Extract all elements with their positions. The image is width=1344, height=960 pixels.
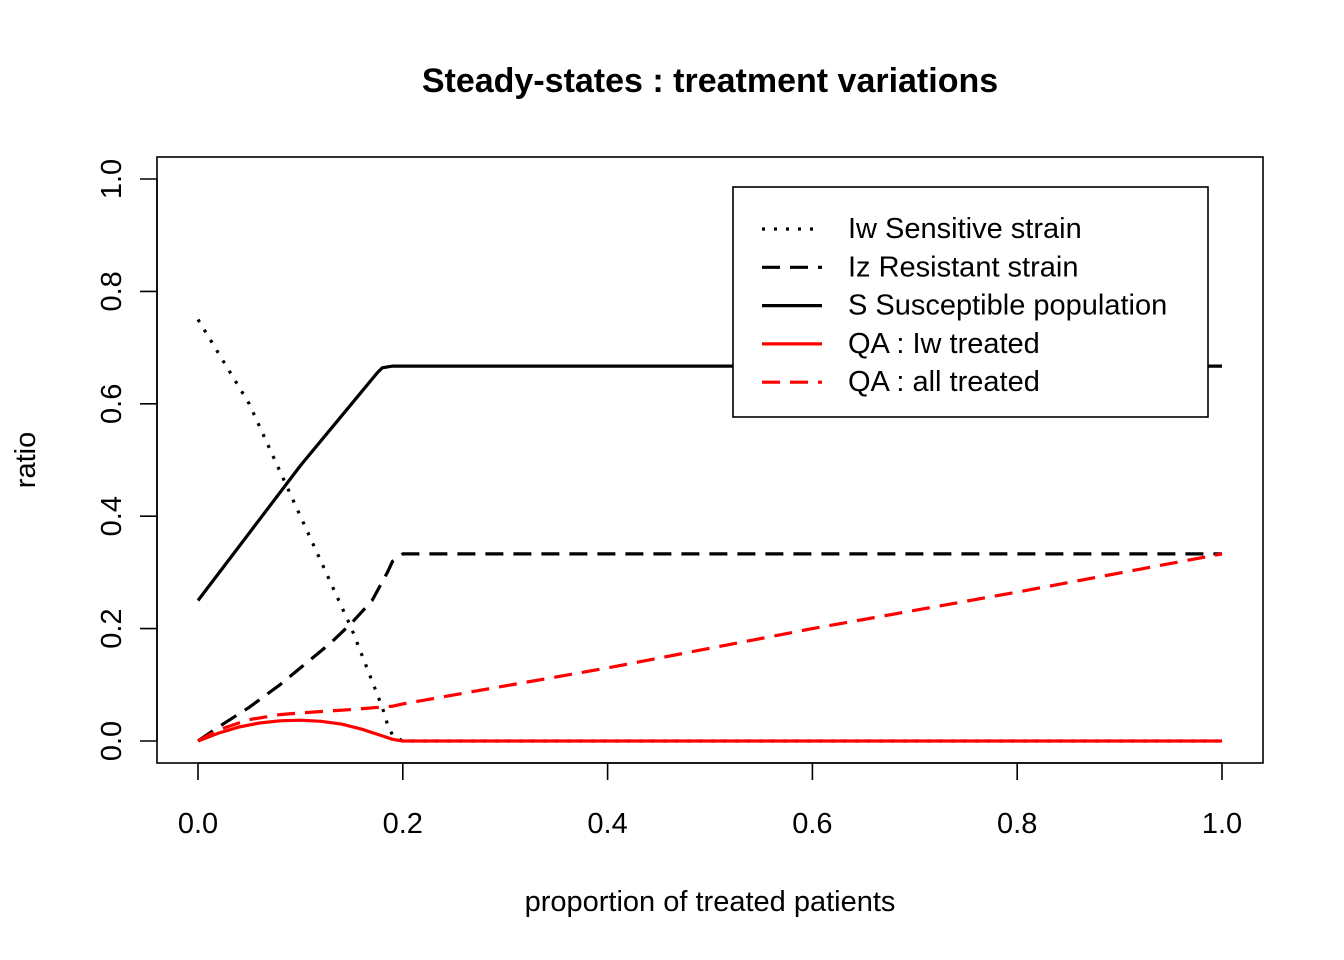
series-layer xyxy=(196,318,1223,743)
chart-title: Steady-states : treatment variations xyxy=(422,62,998,100)
x-tick-label: 0.0 xyxy=(178,808,218,840)
x-axis-title: proportion of treated patients xyxy=(525,886,896,918)
series-line-3 xyxy=(196,364,1222,602)
series-line-5 xyxy=(197,552,1223,743)
x-tick-label: 0.4 xyxy=(587,808,627,840)
y-tick-label: 0.4 xyxy=(96,496,128,536)
legend-label: QA : Iw treated xyxy=(848,328,1040,360)
legend-label: Iw Sensitive strain xyxy=(848,213,1082,245)
y-tick-label: 0.6 xyxy=(96,384,128,424)
y-axis: 0.0 0.2 0.4 0.6 0.8 1.0 xyxy=(96,159,158,761)
x-tick-label: 0.6 xyxy=(792,808,832,840)
series-line-2 xyxy=(197,552,1222,743)
y-tick-label: 0.0 xyxy=(96,721,128,761)
legend-label: S Susceptible population xyxy=(848,290,1167,322)
legend: Iw Sensitive strain Iz Resistant strain S … xyxy=(732,186,1209,418)
legend-label: QA : all treated xyxy=(848,366,1040,398)
x-tick-label: 0.8 xyxy=(997,808,1037,840)
legend-label: Iz Resistant strain xyxy=(848,251,1078,283)
y-tick-label: 0.8 xyxy=(96,271,128,311)
x-axis: 0.0 0.2 0.4 0.6 0.8 1.0 xyxy=(178,762,1242,840)
y-tick-label: 0.2 xyxy=(96,608,128,648)
legend-box xyxy=(732,186,1209,418)
y-axis-title: ratio xyxy=(10,432,42,488)
x-tick-label: 1.0 xyxy=(1202,808,1242,840)
y-tick-label: 1.0 xyxy=(96,159,128,199)
series-line-4 xyxy=(197,718,1222,743)
x-tick-label: 0.2 xyxy=(383,808,423,840)
